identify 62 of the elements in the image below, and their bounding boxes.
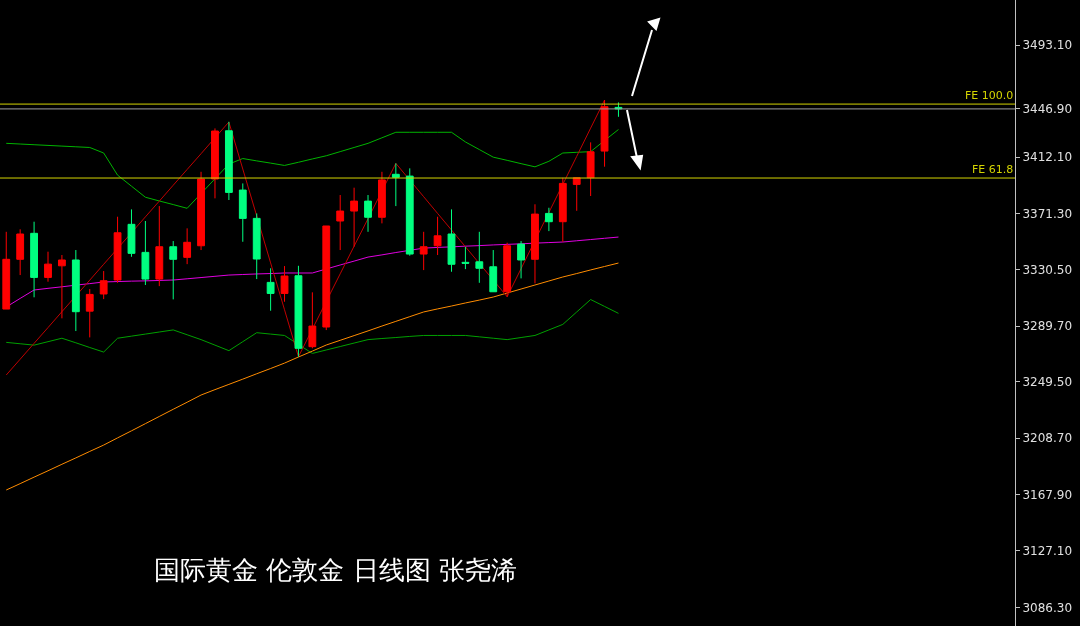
candlestick	[113, 216, 122, 284]
y-tick-label: 3289.70	[1022, 319, 1073, 334]
line-series	[5, 299, 619, 354]
candlestick	[600, 99, 609, 168]
candlestick	[461, 246, 470, 270]
candlestick	[475, 231, 484, 284]
candlestick	[336, 194, 345, 251]
y-tick-label: 3330.50	[1022, 263, 1073, 278]
line-series	[5, 262, 619, 491]
candlestick	[391, 162, 400, 207]
candlestick	[447, 208, 456, 273]
y-tick-label: 3208.70	[1022, 431, 1073, 446]
candlestick	[238, 182, 247, 243]
y-tick-label: 3371.30	[1022, 206, 1073, 221]
candlestick	[572, 177, 581, 212]
candlestick	[183, 227, 192, 265]
y-tick-label: 3127.10	[1022, 544, 1073, 559]
candlestick	[558, 177, 567, 243]
candlestick	[586, 141, 595, 197]
y-tick-label: 3412.10	[1022, 150, 1073, 165]
candlestick	[224, 121, 233, 201]
line-series	[5, 129, 619, 209]
candlestick	[531, 203, 539, 284]
candlestick	[2, 231, 11, 310]
candlestick	[141, 220, 150, 286]
y-tick-label: 3086.30	[1022, 600, 1073, 615]
candlestick	[71, 249, 80, 332]
candlestick	[503, 242, 512, 298]
candlestick	[127, 208, 136, 258]
candlestick	[99, 270, 108, 300]
candlestick	[169, 240, 178, 300]
candlestick	[30, 221, 38, 298]
y-tick-label: 3167.90	[1022, 487, 1073, 502]
candlestick	[350, 187, 359, 248]
candlestick	[405, 167, 414, 257]
candlestick	[44, 251, 52, 283]
candlestick	[155, 205, 164, 287]
candlestick	[364, 194, 372, 233]
candlestick	[308, 291, 317, 349]
y-tick-label: 3446.90	[1022, 102, 1073, 117]
candlestick	[489, 249, 498, 293]
candlestick	[294, 265, 303, 358]
candlestick	[419, 231, 428, 271]
candlestick	[58, 254, 66, 319]
candlestick	[280, 265, 289, 303]
annotation: 国际黄金 伦敦金 日线图 张尧浠	[154, 555, 517, 585]
y-tick-label: 3249.50	[1022, 374, 1073, 389]
candlestick	[322, 225, 331, 331]
candlestick	[252, 212, 261, 280]
candlestick	[433, 216, 442, 256]
y-tick-label: 3493.10	[1022, 38, 1073, 53]
candlestick	[544, 207, 553, 232]
candlestick	[16, 228, 25, 276]
candlestick	[85, 288, 94, 338]
candlestick	[211, 127, 219, 199]
candlestick	[266, 267, 275, 312]
candlestick	[378, 171, 386, 224]
candlestick	[197, 171, 205, 251]
ref-line-label: FE 61.8	[972, 163, 1014, 176]
line-series	[5, 99, 606, 376]
candlestick	[517, 240, 525, 279]
ref-line-label: FE 100.0	[965, 89, 1014, 102]
